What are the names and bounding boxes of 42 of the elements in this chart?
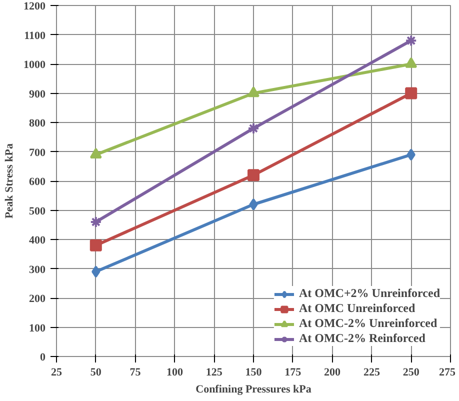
- point: [90, 148, 102, 159]
- point: [90, 216, 102, 228]
- y-tick-label: 200: [29, 293, 46, 305]
- point: [92, 266, 100, 278]
- x-tick-label: 50: [90, 366, 102, 378]
- legend-label: At OMC-2% Reinforced: [298, 331, 426, 346]
- y-tick-label: 100: [29, 322, 46, 334]
- y-tick-label: 1200: [24, 0, 46, 12]
- y-tick-label: 1000: [24, 59, 46, 71]
- x-tick-label: 150: [245, 366, 262, 378]
- legend-label: At OMC+2% Unreinforced: [298, 286, 440, 301]
- x-axis-title: Confining Pressures kPa: [196, 384, 312, 396]
- x-tick-label: 25: [51, 366, 62, 378]
- y-tick-label: 600: [29, 176, 46, 188]
- legend-label: At OMC Unreinforced: [298, 301, 416, 316]
- x-tick-label: 125: [206, 366, 223, 378]
- legend-label: At OMC-2% Unreinforced: [298, 316, 438, 331]
- y-tick-label: 1100: [24, 30, 46, 42]
- x-tick-label: 225: [363, 366, 380, 378]
- y-tick-label: 500: [29, 205, 46, 218]
- y-tick-label: 800: [29, 118, 46, 130]
- y-tick-label: 0: [40, 352, 46, 364]
- x-tick-label: 275: [439, 366, 456, 378]
- point: [405, 34, 418, 47]
- point: [248, 86, 260, 98]
- x-tick-label: 175: [284, 366, 302, 378]
- point: [90, 239, 102, 252]
- x-tick-label: 250: [402, 366, 420, 378]
- x-tick-label: 200: [324, 366, 342, 378]
- y-tick-label: 900: [29, 88, 46, 100]
- point: [249, 198, 258, 210]
- y-tick-label: 300: [29, 264, 46, 276]
- y-tick-label: 400: [29, 234, 46, 246]
- x-tick-label: 75: [130, 366, 142, 378]
- point: [248, 169, 260, 182]
- x-tick-label: 100: [166, 366, 184, 378]
- y-tick-label: 700: [29, 146, 46, 159]
- point: [405, 87, 418, 100]
- point: [406, 148, 416, 161]
- point: [248, 122, 260, 134]
- y-axis-title: Peak Stress kPa: [4, 143, 16, 218]
- point: [405, 57, 418, 68]
